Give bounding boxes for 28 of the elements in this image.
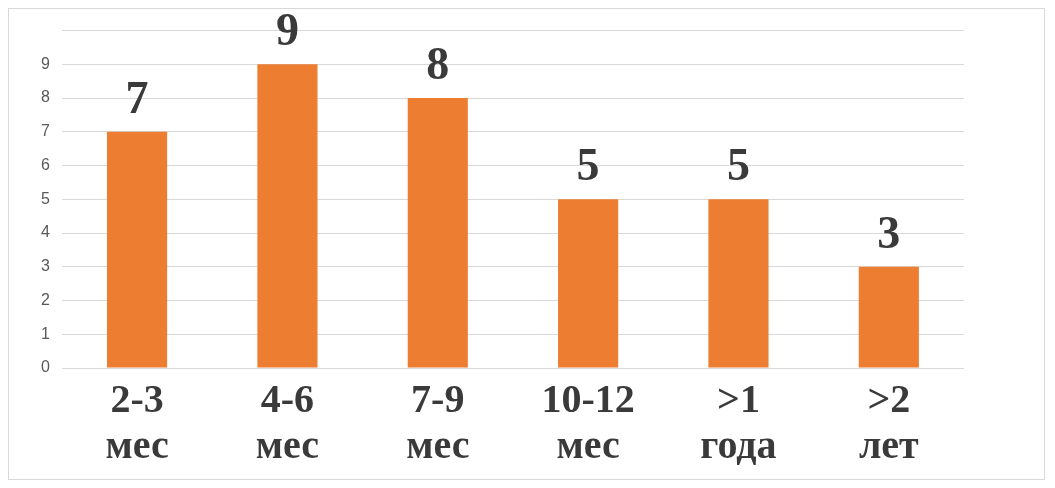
y-tick-label: 9 — [40, 54, 50, 72]
data-label: 5 — [576, 139, 600, 191]
data-label: 7 — [125, 71, 149, 123]
x-tick-label: 7-9 мес — [406, 376, 470, 468]
data-label: 5 — [726, 139, 750, 191]
x-tick-label: 10-12 мес — [541, 376, 635, 468]
y-tick-label: 4 — [40, 223, 50, 241]
bar — [708, 199, 769, 368]
x-tick-label: 2-3 мес — [105, 376, 169, 468]
y-tick-label: 6 — [40, 155, 50, 173]
x-tick-label: >2 лет — [858, 376, 920, 468]
y-tick-label: 2 — [40, 290, 50, 308]
data-label: 8 — [426, 37, 450, 89]
bar — [107, 131, 168, 368]
y-tick-label: 5 — [40, 189, 50, 207]
bar — [558, 199, 619, 368]
data-label: 3 — [877, 206, 901, 258]
y-tick-label: 7 — [40, 122, 50, 140]
bar — [257, 64, 318, 368]
y-tick-label: 0 — [40, 358, 50, 376]
x-tick-label: 4-6 мес — [255, 376, 320, 468]
data-label: 9 — [275, 4, 299, 56]
y-tick-label: 8 — [40, 88, 50, 106]
bar — [858, 266, 919, 368]
y-tick-label: 1 — [40, 324, 50, 342]
y-tick-label: 3 — [40, 257, 50, 275]
bar — [407, 98, 468, 368]
x-tick-label: >1 года — [700, 376, 777, 468]
